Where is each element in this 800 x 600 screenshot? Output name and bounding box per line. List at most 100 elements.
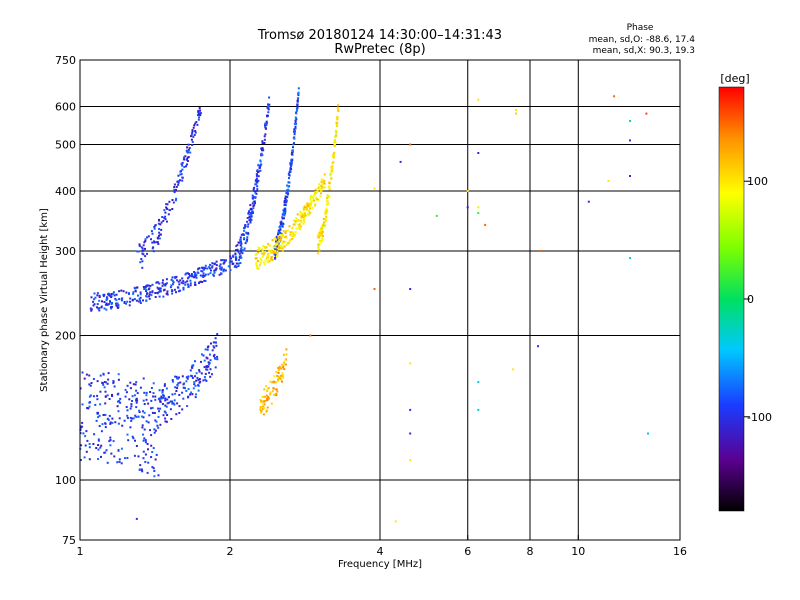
data-point [176, 402, 179, 405]
data-point [120, 462, 123, 465]
data-point [266, 261, 269, 264]
data-point [145, 394, 148, 397]
data-point [285, 243, 288, 246]
data-point [215, 341, 217, 344]
data-point [314, 193, 317, 196]
data-point [197, 378, 200, 381]
data-point [247, 212, 250, 215]
data-point [266, 399, 269, 402]
data-point [199, 280, 202, 283]
data-point [134, 439, 136, 442]
data-point [100, 455, 102, 458]
data-point [187, 388, 190, 391]
data-point [185, 376, 188, 379]
colorbar-ticks: 100 0 -100 [744, 175, 772, 424]
data-point [158, 218, 160, 221]
data-point [196, 376, 199, 379]
data-point [149, 391, 152, 393]
colorbar-tick-label: 100 [747, 175, 768, 188]
data-point [99, 403, 102, 406]
y-tick-label: 600 [55, 101, 76, 114]
data-point [166, 290, 169, 293]
data-point [305, 208, 308, 211]
data-point [131, 299, 134, 302]
data-point [153, 240, 155, 243]
data-point [163, 384, 166, 387]
data-point [323, 221, 326, 224]
data-point [257, 171, 259, 174]
data-point [123, 419, 126, 422]
data-point [201, 281, 204, 283]
data-point [171, 289, 174, 292]
data-point [96, 394, 99, 397]
data-point [240, 256, 243, 259]
data-point [211, 262, 214, 265]
data-point [129, 300, 131, 303]
data-point [259, 261, 262, 264]
data-point [236, 244, 239, 247]
data-point [88, 458, 91, 461]
data-point [135, 397, 138, 400]
data-point [162, 283, 165, 286]
data-point [165, 405, 168, 408]
data-point [160, 395, 163, 398]
data-point [294, 121, 297, 123]
data-point [286, 191, 289, 194]
data-point [275, 238, 277, 241]
data-point [283, 353, 285, 356]
data-point [220, 272, 222, 275]
data-point [240, 242, 243, 245]
data-point [151, 241, 154, 244]
data-point [243, 247, 246, 250]
data-point [260, 400, 262, 403]
data-point [202, 266, 205, 269]
data-point [331, 162, 334, 165]
data-point [150, 238, 152, 241]
data-point [262, 261, 265, 264]
data-point [274, 257, 277, 260]
data-point [157, 281, 160, 284]
data-point [146, 236, 149, 239]
data-point [312, 197, 315, 200]
data-point [199, 109, 202, 112]
data-point [320, 231, 323, 234]
data-point [112, 292, 115, 295]
data-point [276, 252, 279, 255]
data-point [181, 168, 184, 171]
data-point [183, 156, 185, 159]
data-point [163, 410, 166, 413]
data-point [221, 259, 224, 261]
data-point [186, 272, 189, 275]
data-point [332, 156, 335, 159]
data-point [223, 268, 225, 271]
data-point [477, 408, 480, 411]
data-point [151, 466, 154, 469]
data-point [162, 219, 165, 222]
data-point [193, 134, 196, 136]
data-point [252, 188, 255, 191]
data-point [104, 413, 107, 416]
data-point [108, 398, 111, 400]
data-point [201, 353, 203, 356]
data-point [189, 369, 192, 372]
data-point [99, 390, 102, 393]
data-point [147, 461, 150, 464]
data-point [194, 283, 196, 286]
data-point [629, 175, 631, 177]
data-point [142, 457, 145, 460]
data-point [165, 420, 168, 423]
data-point [261, 142, 264, 144]
data-point [119, 397, 122, 400]
data-point [155, 420, 158, 423]
data-point [189, 282, 192, 285]
data-point [136, 250, 139, 253]
data-point [190, 138, 193, 141]
data-point [269, 380, 272, 383]
data-point [337, 104, 340, 107]
data-point [85, 450, 88, 453]
data-point [328, 195, 331, 198]
data-point [248, 216, 251, 219]
data-point [96, 292, 99, 295]
data-point [283, 210, 286, 212]
data-point [265, 124, 268, 126]
